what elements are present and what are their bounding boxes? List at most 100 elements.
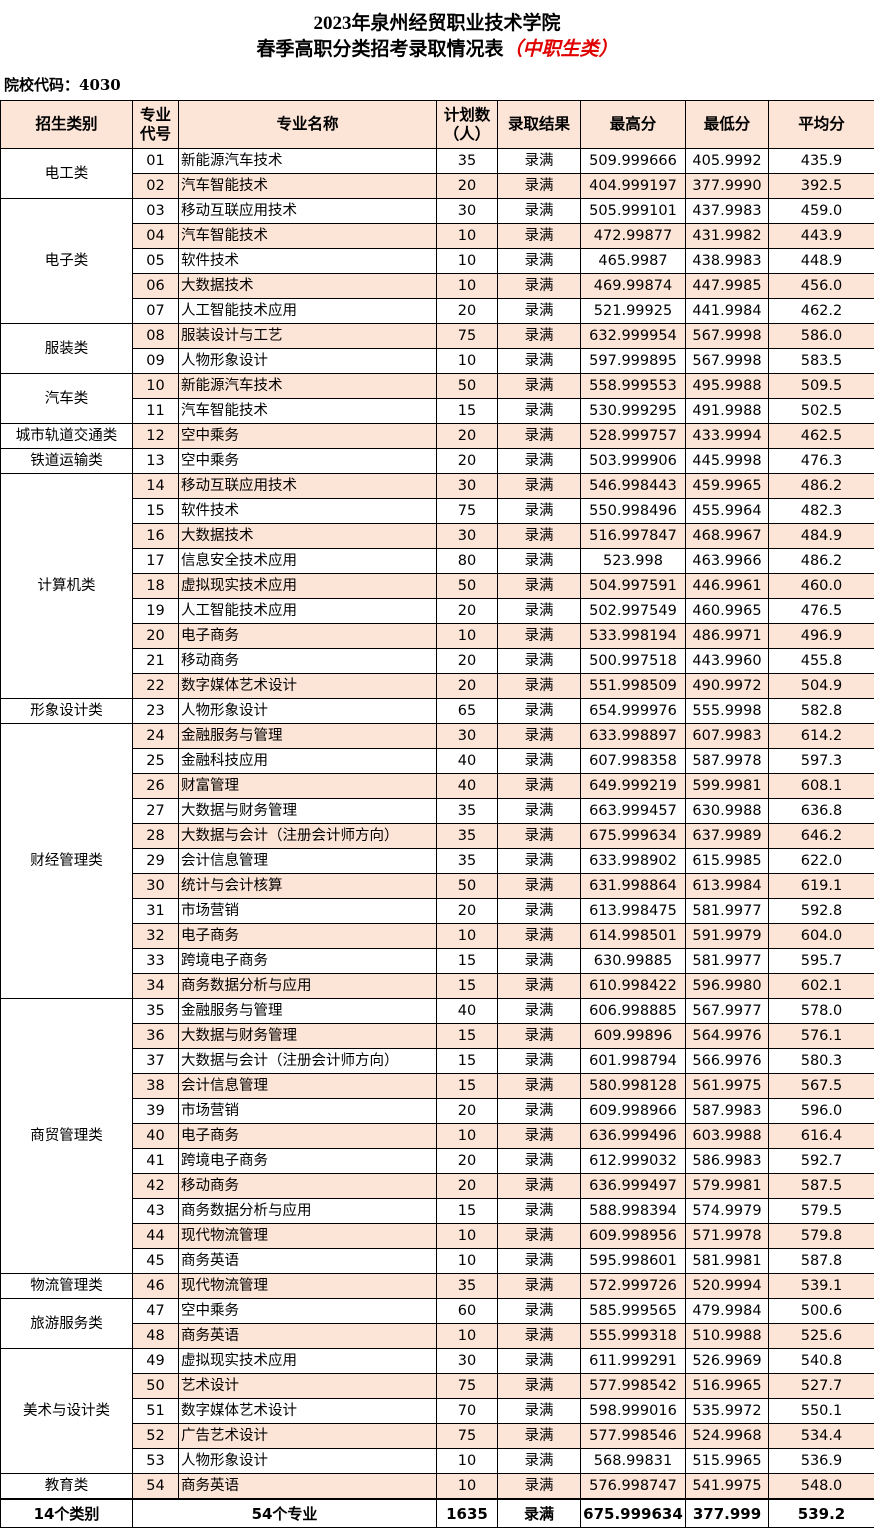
- plan-count: 50: [436, 873, 498, 899]
- plan-count: 15: [436, 1073, 498, 1099]
- max-score: 630.99885: [580, 948, 686, 974]
- plan-count: 10: [436, 273, 498, 299]
- major-name: 现代物流管理: [178, 1223, 437, 1249]
- data-row: 36 大数据与财务管理 15 录满 609.99896 564.9976 576.1: [1, 1023, 874, 1049]
- plan-count: 35: [436, 823, 498, 849]
- min-score: 574.9979: [685, 1198, 769, 1224]
- total-row: 14个类别 54个专业 1635 录满 675.999634 377.999 539.2: [0, 1498, 874, 1528]
- max-score: 609.998956: [580, 1223, 686, 1249]
- result: 录满: [497, 323, 581, 349]
- major-name: 金融服务与管理: [178, 998, 437, 1024]
- min-score: 486.9971: [685, 623, 769, 649]
- avg-score: 435.9: [768, 148, 874, 174]
- code: 51: [132, 1398, 179, 1424]
- major-name: 汽车智能技术: [178, 173, 437, 199]
- avg-score: 459.0: [768, 198, 874, 224]
- result: 录满: [497, 948, 581, 974]
- result: 录满: [497, 373, 581, 399]
- plan-count: 20: [436, 1098, 498, 1124]
- plan-count: 40: [436, 748, 498, 774]
- avg-score: 550.1: [768, 1398, 874, 1424]
- code: 39: [132, 1098, 179, 1124]
- avg-score: 486.2: [768, 473, 874, 499]
- plan-count: 75: [436, 323, 498, 349]
- max-score: 577.998546: [580, 1423, 686, 1449]
- data-row: 财经管理类 24 金融服务与管理 30 录满 633.998897 607.9983 614.…: [0, 723, 874, 999]
- major-name: 服装设计与工艺: [178, 323, 437, 349]
- major-name: 电子商务: [178, 923, 437, 949]
- data-row: 铁道运输类 13 空中乘务 20 录满 503.999906 445.9998 476.3: [0, 448, 874, 474]
- plan-count: 10: [436, 1448, 498, 1474]
- major-name: 商务英语: [178, 1248, 437, 1274]
- code: 47: [132, 1298, 179, 1324]
- data-row: 电子类 03 移动互联应用技术 30 录满 505.999101 437.9983 459.0: [0, 198, 874, 324]
- major-name: 统计与会计核算: [178, 873, 437, 899]
- min-score: 524.9968: [685, 1423, 769, 1449]
- category: 财经管理类: [0, 723, 133, 999]
- plan-count: 80: [436, 548, 498, 574]
- result: 录满: [497, 1448, 581, 1474]
- major-name: 电子商务: [178, 1123, 437, 1149]
- code: 04: [132, 223, 179, 249]
- major-name: 商务英语: [178, 1473, 437, 1500]
- avg-score: 597.3: [768, 748, 874, 774]
- min-score: 510.9988: [685, 1323, 769, 1349]
- major-name: 会计信息管理: [178, 848, 437, 874]
- plan-count: 30: [436, 1348, 498, 1374]
- data-row: 51 数字媒体艺术设计 70 录满 598.999016 535.9972 550.1: [1, 1398, 874, 1424]
- avg-score: 392.5: [768, 173, 874, 199]
- data-row: 汽车类 10 新能源汽车技术 50 录满 558.999553 495.9988 509.5: [0, 373, 874, 424]
- plan-count: 20: [436, 1148, 498, 1174]
- min-score: 526.9969: [685, 1348, 769, 1374]
- min-score: 555.9998: [685, 698, 769, 724]
- code: 46: [132, 1273, 179, 1299]
- data-row: 52 广告艺术设计 75 录满 577.998546 524.9968 534.4: [1, 1423, 874, 1449]
- max-score: 663.999457: [580, 798, 686, 824]
- plan-count: 75: [436, 1423, 498, 1449]
- min-score: 447.9985: [685, 273, 769, 299]
- column-header: 最高分: [580, 100, 686, 149]
- result: 录满: [497, 523, 581, 549]
- subtitle: 春季高职分类招考录取情况表: [256, 39, 504, 60]
- subtitle-note: （中职生类）: [503, 39, 618, 60]
- major-name: 现代物流管理: [178, 1273, 437, 1299]
- min-score: 566.9976: [685, 1048, 769, 1074]
- column-header: 招生类别: [0, 100, 133, 149]
- data-row: 形象设计类 23 人物形象设计 65 录满 654.999976 555.9998 582.8: [0, 698, 874, 724]
- code: 35: [132, 998, 179, 1024]
- avg-score: 586.0: [768, 323, 874, 349]
- code: 27: [132, 798, 179, 824]
- result: 录满: [497, 1273, 581, 1299]
- category: 电工类: [0, 148, 133, 199]
- major-name: 大数据与财务管理: [178, 1023, 437, 1049]
- plan-count: 20: [436, 423, 498, 449]
- data-row: 43 商务数据分析与应用 15 录满 588.998394 574.9979 579.5: [1, 1198, 874, 1224]
- plan-count: 20: [436, 1173, 498, 1199]
- max-score: 555.999318: [580, 1323, 686, 1349]
- plan-count: 35: [436, 148, 498, 174]
- plan-count: 10: [436, 348, 498, 374]
- min-score: 607.9983: [685, 723, 769, 749]
- code: 48: [132, 1323, 179, 1349]
- max-score: 550.998496: [580, 498, 686, 524]
- major-name: 跨境电子商务: [178, 1148, 437, 1174]
- result: 录满: [497, 1348, 581, 1374]
- column-header: 最低分: [685, 100, 769, 149]
- result: 录满: [497, 548, 581, 574]
- max-score: 404.999197: [580, 173, 686, 199]
- major-name: 虚拟现实技术应用: [178, 573, 437, 599]
- result: 录满: [497, 973, 581, 999]
- max-score: 585.999565: [580, 1298, 686, 1324]
- min-score: 561.9975: [685, 1073, 769, 1099]
- code: 38: [132, 1073, 179, 1099]
- avg-score: 509.5: [768, 373, 874, 399]
- avg-score: 482.3: [768, 498, 874, 524]
- max-score: 675.999634: [580, 823, 686, 849]
- min-score: 441.9984: [685, 298, 769, 324]
- data-row: 38 会计信息管理 15 录满 580.998128 561.9975 567.5: [1, 1073, 874, 1099]
- max-score: 533.998194: [580, 623, 686, 649]
- title: 2023年泉州经贸职业技术学院: [313, 13, 561, 34]
- min-score: 490.9972: [685, 673, 769, 699]
- result: 录满: [497, 1048, 581, 1074]
- avg-score: 525.6: [768, 1323, 874, 1349]
